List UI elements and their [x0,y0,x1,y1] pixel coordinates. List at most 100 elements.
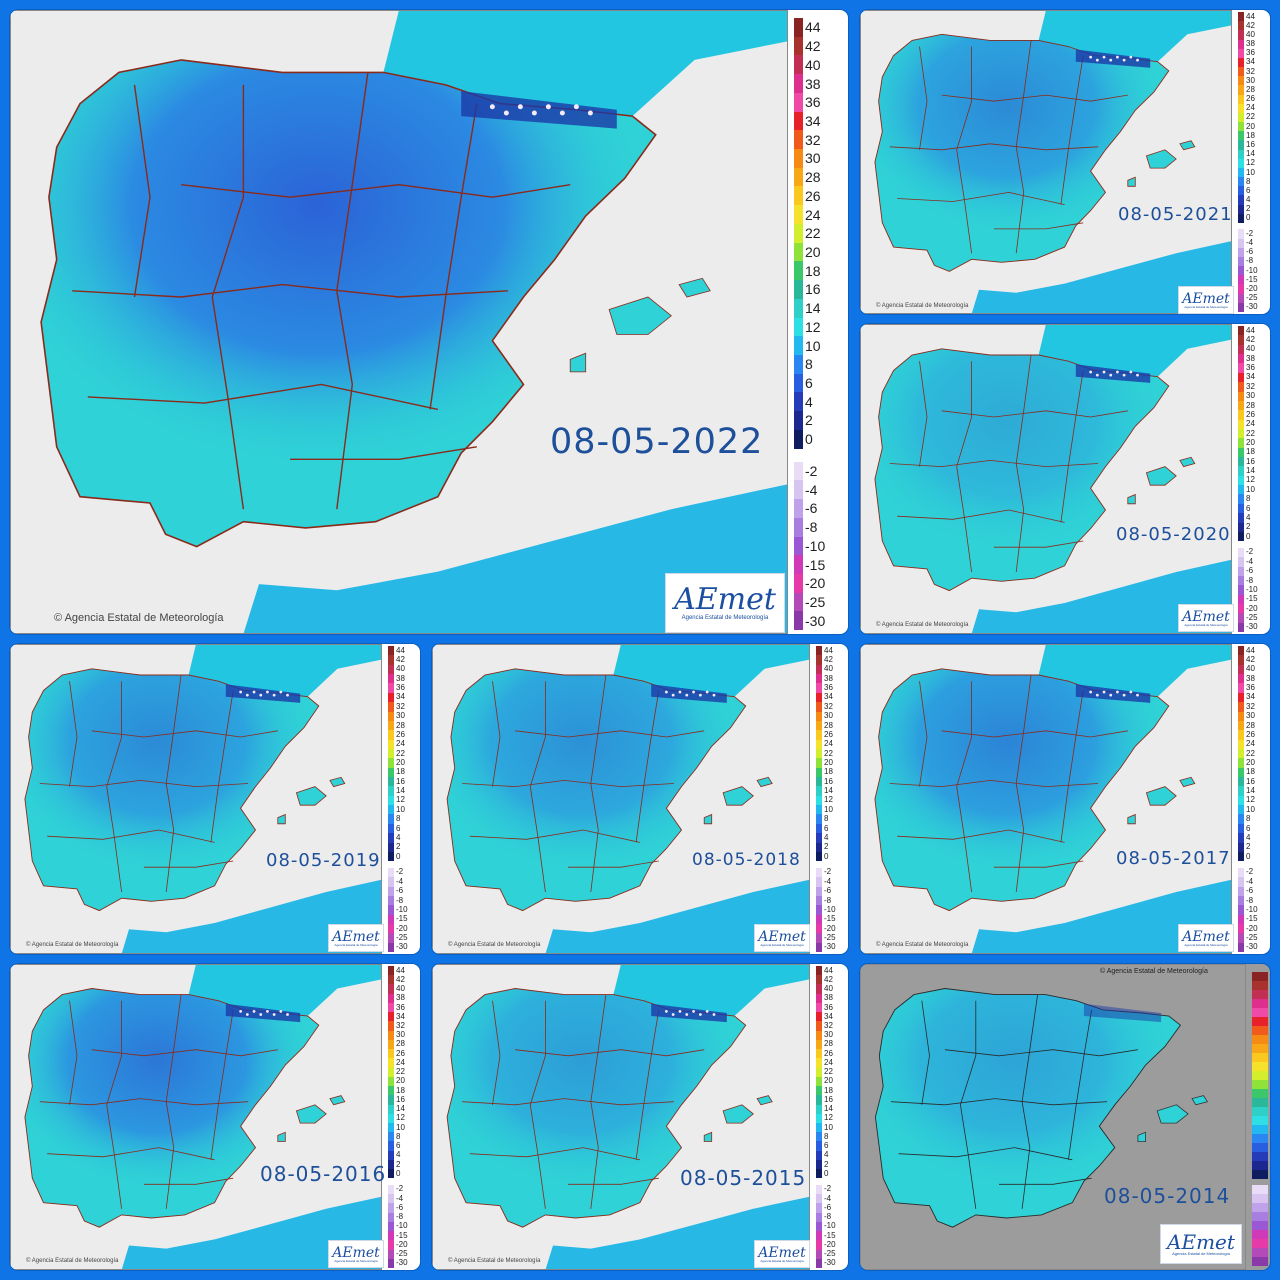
legend-entry [1252,1079,1268,1089]
legend-entry: 38 [1238,354,1266,364]
legend-swatch [1238,730,1244,740]
legend-label: 26 [1246,94,1255,104]
legend-swatch [1252,1151,1268,1161]
province-border [39,779,249,788]
legend-label: 34 [824,692,833,702]
legend-entry: 22 [816,1067,844,1077]
legend-label: 30 [824,711,833,721]
legend-entry: 26 [816,730,844,740]
legend-entry: 12 [388,795,416,806]
aemet-logo-sub: Agencia Estatal de Meteorología [334,942,378,947]
legend-entry: 2 [388,842,416,852]
cold-anomaly-area [41,59,656,547]
province-border [897,191,1065,205]
legend-label: -2 [396,1184,404,1194]
legend-label: -2 [1246,867,1254,877]
map-panel-2021: 08-05-2021 © Agencia Estatal de Meteorol… [860,10,1270,314]
legend-entry: 16 [388,777,416,787]
legend-entry: 20 [388,1076,416,1087]
legend-label: 22 [396,748,405,758]
legend-swatch [794,573,803,593]
legend-swatch [1238,933,1244,943]
legend-swatch [816,923,822,934]
legend-label: 40 [824,984,833,994]
legend-swatch [1238,400,1244,411]
sub-zero-spot [1129,690,1133,694]
sub-zero-spot [1129,370,1133,374]
legend-swatch [816,1169,822,1179]
legend-swatch [388,867,394,878]
legend-label: 2 [824,842,829,852]
legend-label: 12 [824,1113,833,1123]
legend-swatch [816,805,822,815]
legend-label: -2 [1246,547,1254,557]
copyright-text: © Agencia Estatal de Meteorología [26,1258,119,1264]
cold-anomaly-area [24,988,319,1228]
copyright-text: © Agencia Estatal de Meteorología [448,942,541,948]
map-date-label: 08-05-2022 [550,422,764,462]
coastline [446,988,747,1228]
legend-swatch [1238,702,1244,712]
legend-swatch [1252,1016,1268,1026]
legend-entry: 4 [794,392,840,412]
legend-label: 44 [1246,11,1255,21]
legend-swatch [816,867,822,878]
legend-swatch [1238,767,1244,778]
cold-anomaly-area [447,668,746,911]
legend-swatch [388,1113,394,1123]
legend-label: 40 [396,984,405,994]
province-border [143,860,234,868]
legend-label: 44 [396,965,405,975]
legend-swatch [816,748,822,759]
legend-entry [1252,1151,1268,1161]
temperature-legend [1252,972,1268,1266]
legend-swatch [816,646,822,656]
province-border [165,994,182,1209]
aemet-logo-sub: Agencia Estatal de Meteorología [760,942,804,947]
legend-label: -20 [396,923,408,933]
legend-label: -4 [1246,556,1254,566]
legend-swatch [1238,814,1244,824]
map-frame [860,964,1246,1270]
pyrenees-cold-band [1075,364,1151,383]
legend-entry: -6 [388,1203,416,1213]
legend-entry: 20 [1238,438,1266,448]
legend-entry: 10 [1238,167,1266,178]
legend-label: 18 [396,767,405,777]
legend-label: -8 [824,895,832,905]
legend-label: 28 [824,1039,833,1049]
legend-swatch [388,730,394,740]
legend-entry [1252,1184,1268,1194]
legend-label: 20 [824,1076,833,1086]
legend-swatch [388,1194,394,1204]
legend-entry: 30 [816,1030,844,1040]
legend-entry: 34 [816,692,844,703]
sub-zero-spot [1109,373,1113,377]
legend-label: -2 [396,867,404,877]
province-border [87,383,439,411]
province-border [106,1000,122,1209]
legend-entry: 40 [794,55,840,75]
legend-swatch [388,833,394,843]
legend-entry [1252,1052,1268,1062]
aemet-logo: AEmet Agencia Estatal de Meteorología [1178,286,1234,314]
legend-entry: 0 [816,1169,844,1179]
legend-label: 8 [1246,176,1251,186]
legend-label: 38 [1246,39,1255,49]
sub-zero-spot [671,1013,675,1016]
sub-zero-spot [239,690,243,694]
province-border [47,1147,215,1161]
legend-label: 12 [1246,158,1255,168]
legend-swatch [1238,683,1244,693]
legend-swatch [794,280,803,299]
sub-zero-spot [685,1013,689,1016]
legend-entry [1252,1124,1268,1134]
legend-entry [1252,1097,1268,1107]
legend-swatch [1238,575,1244,586]
legend-label: -25 [1246,293,1258,303]
legend-swatch [816,914,822,924]
legend-label: -8 [396,1212,404,1222]
legend-swatch [1238,692,1244,703]
province-border [529,681,546,893]
legend-entry: -25 [794,592,840,612]
